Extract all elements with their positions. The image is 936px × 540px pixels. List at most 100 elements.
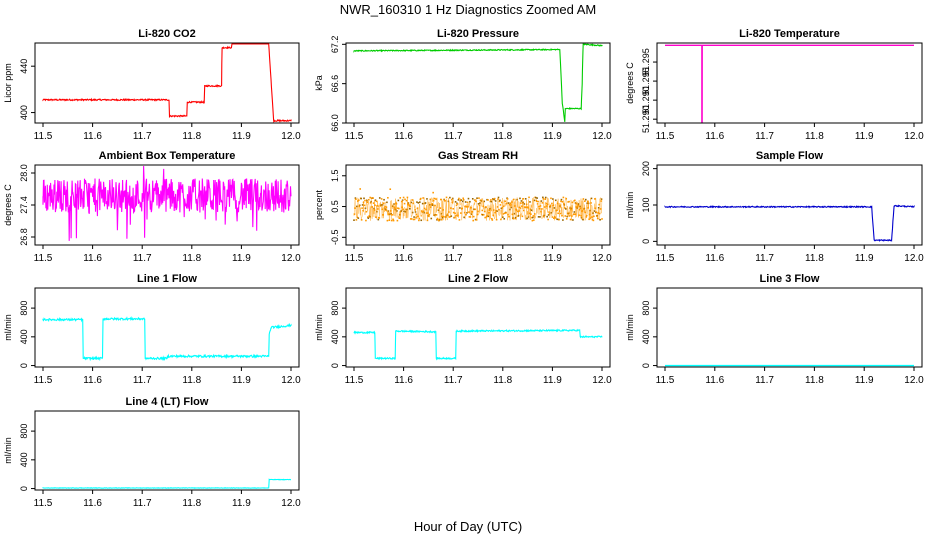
y-tick-label: 800 bbox=[641, 301, 651, 316]
series-line bbox=[42, 478, 291, 489]
rh-point bbox=[416, 207, 419, 210]
rh-point bbox=[359, 188, 361, 190]
rh-point bbox=[463, 216, 465, 219]
rh-point bbox=[398, 217, 401, 219]
rh-point bbox=[546, 203, 549, 206]
rh-point bbox=[384, 208, 387, 211]
rh-point bbox=[510, 204, 512, 206]
rh-point bbox=[353, 219, 355, 221]
rh-point bbox=[578, 214, 580, 217]
x-tick-label: 11.7 bbox=[133, 131, 152, 142]
rh-point bbox=[466, 201, 469, 204]
rh-point bbox=[386, 219, 389, 222]
y-axis-label: ml/min bbox=[314, 314, 324, 341]
rh-point bbox=[556, 218, 558, 221]
rh-point bbox=[577, 203, 580, 205]
rh-point bbox=[455, 214, 457, 217]
x-tick-label: 11.8 bbox=[493, 375, 512, 386]
rh-point bbox=[551, 216, 554, 218]
panel-title: Li-820 Temperature bbox=[739, 28, 840, 40]
rh-point bbox=[493, 198, 496, 201]
x-tick-label: 11.7 bbox=[444, 375, 463, 386]
y-tick-label: 0 bbox=[641, 239, 651, 244]
rh-point bbox=[500, 218, 502, 221]
rh-point bbox=[354, 197, 357, 199]
y-tick-label: 67.2 bbox=[330, 36, 340, 54]
x-tick-label: 11.9 bbox=[543, 131, 562, 142]
y-tick-label: 66.0 bbox=[330, 114, 340, 132]
x-tick-label: 11.7 bbox=[133, 253, 152, 264]
rh-point bbox=[445, 196, 448, 199]
y-axis-label: ml/min bbox=[625, 192, 635, 219]
rh-point bbox=[579, 205, 581, 208]
x-tick-label: 11.6 bbox=[83, 131, 102, 142]
y-axis-label: percent bbox=[314, 189, 324, 220]
rh-point bbox=[538, 205, 540, 208]
rh-point bbox=[465, 213, 467, 216]
series-line bbox=[42, 43, 292, 124]
rh-point bbox=[531, 219, 534, 222]
rh-point bbox=[564, 207, 566, 209]
rh-point bbox=[396, 219, 399, 222]
x-tick-label: 11.6 bbox=[705, 131, 724, 142]
rh-point bbox=[456, 203, 459, 205]
rh-point bbox=[403, 202, 406, 205]
rh-point bbox=[599, 218, 601, 221]
rh-point bbox=[582, 218, 584, 221]
rh-point bbox=[445, 216, 447, 218]
rh-point bbox=[568, 200, 570, 203]
series-line bbox=[42, 165, 292, 241]
plot-frame bbox=[34, 410, 300, 491]
rh-point bbox=[387, 210, 390, 212]
x-tick-label: 11.7 bbox=[444, 131, 463, 142]
y-tick-label: 51.290 bbox=[641, 105, 651, 133]
rh-point bbox=[549, 204, 552, 207]
rh-point bbox=[529, 201, 531, 203]
rh-point bbox=[460, 212, 462, 214]
rh-point bbox=[355, 198, 357, 200]
rh-point bbox=[382, 202, 385, 205]
rh-point bbox=[521, 215, 524, 218]
rh-point bbox=[393, 206, 396, 209]
rh-point bbox=[417, 215, 419, 218]
rh-point bbox=[474, 208, 476, 211]
rh-point bbox=[474, 218, 477, 221]
rh-point bbox=[500, 207, 503, 210]
rh-point bbox=[593, 215, 595, 218]
rh-point bbox=[491, 198, 494, 200]
rh-point bbox=[542, 198, 545, 200]
x-tick-label: 11.8 bbox=[805, 253, 824, 264]
rh-point bbox=[542, 196, 544, 199]
rh-point bbox=[392, 218, 394, 221]
rh-point bbox=[568, 215, 571, 217]
rh-point bbox=[478, 197, 480, 199]
rh-point bbox=[562, 196, 565, 199]
rh-point bbox=[382, 214, 384, 216]
rh-point bbox=[526, 217, 528, 220]
rh-point bbox=[586, 202, 589, 205]
rh-point bbox=[409, 218, 412, 220]
y-tick-label: 800 bbox=[19, 424, 29, 439]
x-tick-label: 11.5 bbox=[345, 131, 364, 142]
x-tick-label: 11.5 bbox=[34, 131, 53, 142]
rh-point bbox=[457, 214, 459, 217]
rh-point bbox=[524, 206, 527, 209]
rh-point bbox=[430, 217, 433, 220]
rh-point bbox=[522, 209, 525, 212]
rh-point bbox=[535, 200, 538, 203]
rh-point bbox=[367, 216, 369, 218]
rh-point bbox=[437, 209, 440, 212]
x-tick-label: 11.7 bbox=[755, 253, 774, 264]
rh-point bbox=[508, 215, 510, 218]
rh-point bbox=[487, 199, 489, 201]
rh-point bbox=[496, 206, 499, 208]
rh-point bbox=[510, 206, 513, 209]
x-tick-label: 12.0 bbox=[904, 253, 924, 264]
x-tick-label: 11.9 bbox=[232, 253, 251, 264]
rh-point bbox=[441, 215, 444, 218]
rh-point bbox=[528, 196, 530, 199]
rh-point bbox=[594, 198, 596, 200]
rh-point bbox=[503, 212, 506, 215]
y-tick-label: 440 bbox=[19, 59, 29, 74]
rh-point bbox=[498, 200, 501, 203]
